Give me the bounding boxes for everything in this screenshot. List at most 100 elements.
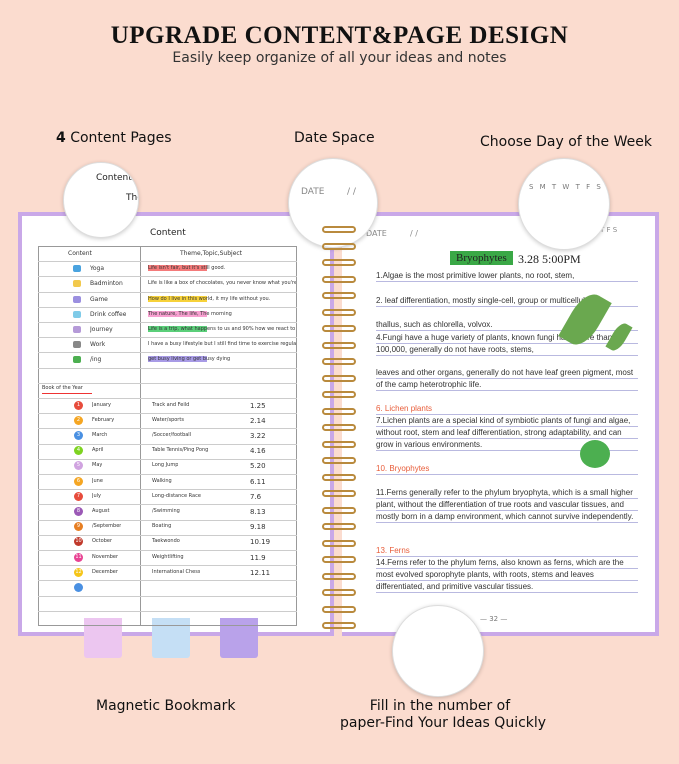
month-name: /September xyxy=(92,523,122,530)
spiral-ring xyxy=(322,440,356,448)
month-name: July xyxy=(92,492,101,499)
tree xyxy=(580,440,610,468)
year-title: Book of the Year xyxy=(42,384,83,391)
row-theme: The nature, The life, The morning xyxy=(148,310,296,317)
row-line xyxy=(38,443,297,445)
month-date: 4.16 xyxy=(250,447,266,456)
callout-text: Content Pages xyxy=(70,130,172,146)
row-line xyxy=(38,352,297,354)
paragraph: 2. leaf differentiation, mostly single-c… xyxy=(376,295,638,307)
month-sport: Taekwondo xyxy=(152,538,180,545)
callout: 4 Content Pages xyxy=(56,130,172,146)
row-line xyxy=(38,534,297,536)
table-frame xyxy=(38,246,297,626)
zoom-circle: S M T W T F S xyxy=(518,158,610,250)
month-name: December xyxy=(92,568,118,575)
row-line xyxy=(38,474,297,475)
row-theme: I have a busy lifestyle but I still find… xyxy=(148,341,296,348)
days: T F S xyxy=(600,226,618,234)
datetime: 3.28 5:00PM xyxy=(518,252,581,266)
callout: paper-Find Your Ideas Quickly xyxy=(340,715,547,731)
callout: Date Space xyxy=(294,130,375,146)
month-date: 10.19 xyxy=(250,538,271,547)
spiral-ring xyxy=(322,341,356,349)
date-sep: / / xyxy=(410,229,418,238)
spiral-ring xyxy=(322,292,356,299)
month-name: May xyxy=(92,462,103,469)
month-dot: 6 xyxy=(74,476,83,486)
month-dot: 4 xyxy=(74,446,83,456)
zoom-text: DATE xyxy=(301,187,325,197)
spiral-ring xyxy=(322,539,356,547)
row-icon xyxy=(73,310,81,318)
row-icon xyxy=(73,356,81,364)
row-line xyxy=(38,276,297,278)
row-label: Game xyxy=(90,295,108,303)
month-sport: Boating xyxy=(152,523,172,530)
row-icon xyxy=(73,265,81,273)
title: UPGRADE CONTENT&PAGE DESIGN xyxy=(110,22,569,49)
spiral-ring xyxy=(322,391,356,398)
zoom-text: Content xyxy=(96,173,132,183)
row-line xyxy=(38,458,297,460)
table-header: Content xyxy=(68,250,92,257)
row-line xyxy=(38,306,297,308)
row-line xyxy=(38,322,297,323)
bookmark-tab xyxy=(152,618,190,658)
callout: Magnetic Bookmark xyxy=(96,698,236,714)
spiral-ring xyxy=(322,473,356,481)
paragraph: leaves and other organs, generally do no… xyxy=(376,367,638,391)
month-sport: Long Jump xyxy=(152,462,179,469)
row-line xyxy=(38,550,297,551)
row-line xyxy=(38,413,297,415)
paragraph: 4.Fungi have a huge variety of plants, k… xyxy=(376,332,638,356)
bookmark-tab xyxy=(84,618,122,658)
year-underline xyxy=(42,392,92,394)
heading: Bryophytes xyxy=(450,251,513,265)
spiral-ring xyxy=(322,605,356,613)
row-line xyxy=(38,489,297,491)
row-line xyxy=(38,398,297,399)
month-name: February xyxy=(92,416,115,423)
paragraph: 13. Ferns xyxy=(376,545,638,557)
spiral-ring xyxy=(322,325,356,332)
month-date: 12.11 xyxy=(250,568,271,577)
spiral-ring xyxy=(322,374,356,382)
month-dot: 12 xyxy=(74,567,83,577)
month-date: 6.11 xyxy=(250,477,266,486)
spiral-ring xyxy=(322,242,356,250)
row-icon xyxy=(73,326,81,333)
row-theme: Life is a trip, what happens to us and 9… xyxy=(148,326,296,332)
spiral-ring xyxy=(322,572,356,580)
page-title: Content xyxy=(150,228,186,238)
spiral-ring xyxy=(322,424,356,431)
row-icon xyxy=(73,341,81,349)
month-name: March xyxy=(92,431,108,438)
row-label: Badminton xyxy=(90,280,123,288)
paragraph: 11.Ferns generally refer to the phylum b… xyxy=(376,487,638,523)
month-sport: Long-distance Race xyxy=(152,492,201,499)
row-line xyxy=(38,367,297,369)
row-icon xyxy=(73,280,81,288)
month-sport: /Soccer/football xyxy=(152,431,192,438)
page-number: — 32 — xyxy=(480,615,508,623)
paragraph: 1.Algae is the most primitive lower plan… xyxy=(376,270,638,282)
zoom-circle xyxy=(392,605,484,697)
month-name: June xyxy=(92,477,103,484)
row-line xyxy=(38,291,297,293)
spiral-ring xyxy=(322,490,356,497)
spiral-ring xyxy=(322,457,356,464)
callout: Choose Day of the Week xyxy=(480,134,652,150)
month-name: August xyxy=(92,507,110,514)
spiral-ring xyxy=(322,226,356,233)
month-sport: Walking xyxy=(152,477,172,484)
spiral-ring xyxy=(322,556,356,563)
month-dot: 11 xyxy=(74,552,83,562)
row-line xyxy=(38,504,297,506)
row-label: /ing xyxy=(90,356,102,364)
paragraph: 6. Lichen plants xyxy=(376,403,638,415)
spiral-ring xyxy=(322,622,356,629)
month-dot: 1 xyxy=(74,400,83,410)
spiral-ring xyxy=(322,358,356,365)
row-line xyxy=(38,382,297,384)
